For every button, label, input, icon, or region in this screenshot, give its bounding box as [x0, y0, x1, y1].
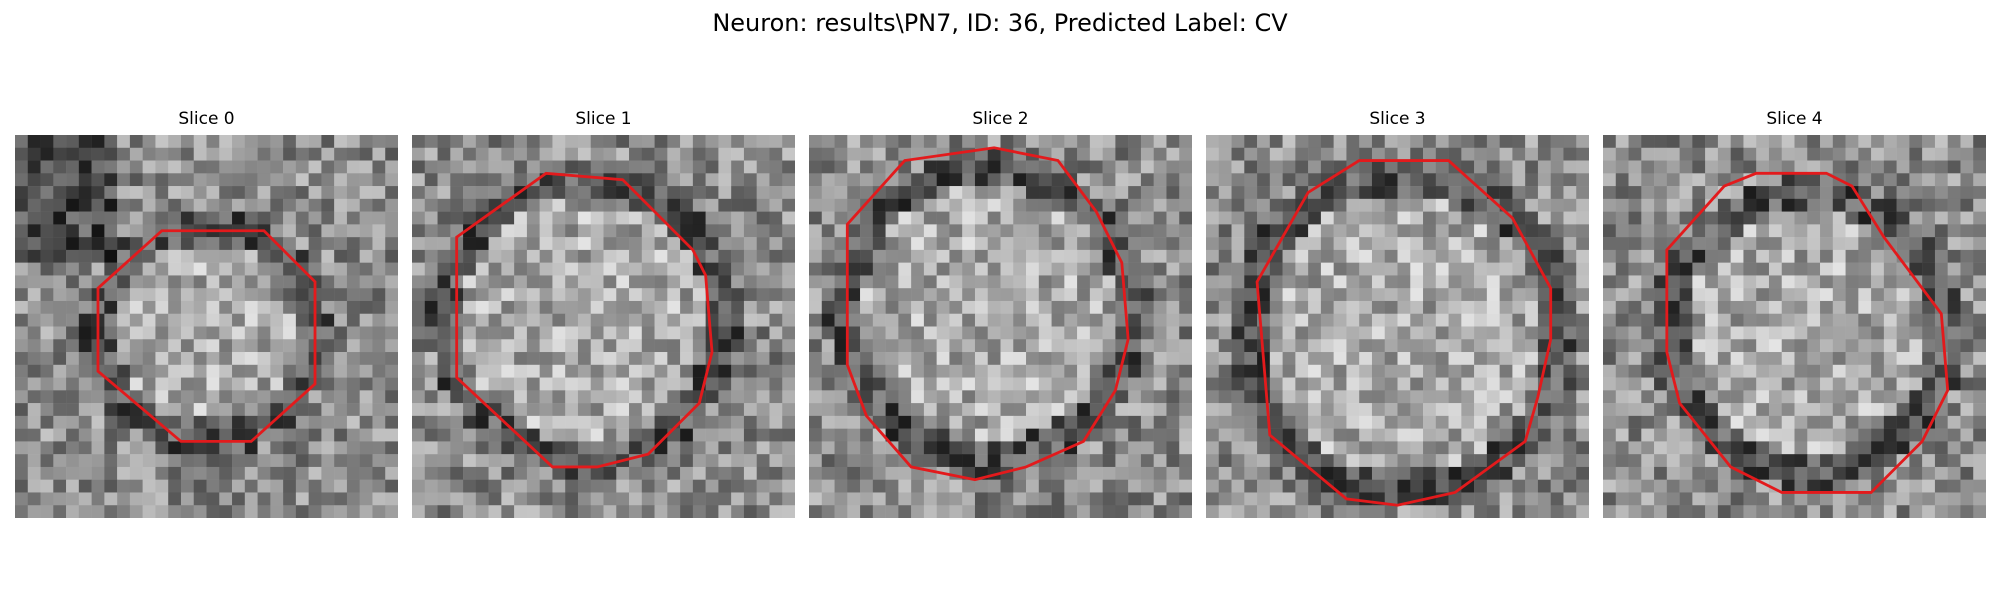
- segmentation-contour-4: [1665, 171, 1950, 494]
- slice-title-0: Slice 0: [178, 109, 235, 129]
- segmentation-contour-2: [845, 146, 1130, 482]
- slice-pixels-2: [809, 135, 1192, 518]
- slice-title-1: Slice 1: [575, 109, 632, 129]
- slice-pixels-1: [412, 135, 795, 518]
- slice-panel-2: Slice 2: [809, 108, 1192, 520]
- slice-image-2: [809, 135, 1192, 518]
- segmentation-contour-1: [455, 171, 714, 469]
- slice-panel-0: Slice 0: [15, 108, 398, 520]
- slice-panel-3: Slice 3: [1206, 108, 1589, 520]
- slice-title-3: Slice 3: [1369, 109, 1426, 129]
- figure-title: Neuron: results\PN7, ID: 36, Predicted L…: [712, 9, 1288, 37]
- slice-image-3: [1206, 135, 1589, 518]
- segmentation-contour-3: [1255, 159, 1553, 507]
- slice-pixels-3: [1206, 135, 1589, 518]
- slice-panel-4: Slice 4: [1603, 108, 1986, 520]
- segmentation-contour-0: [96, 229, 317, 443]
- slice-image-4: [1603, 135, 1986, 518]
- slice-title-4: Slice 4: [1766, 109, 1823, 129]
- slice-image-0: [15, 135, 398, 518]
- slice-title-2: Slice 2: [972, 109, 1029, 129]
- slice-pixels-0: [15, 135, 398, 518]
- slice-pixels-4: [1603, 135, 1986, 518]
- slice-image-1: [412, 135, 795, 518]
- slice-panel-1: Slice 1: [412, 108, 795, 520]
